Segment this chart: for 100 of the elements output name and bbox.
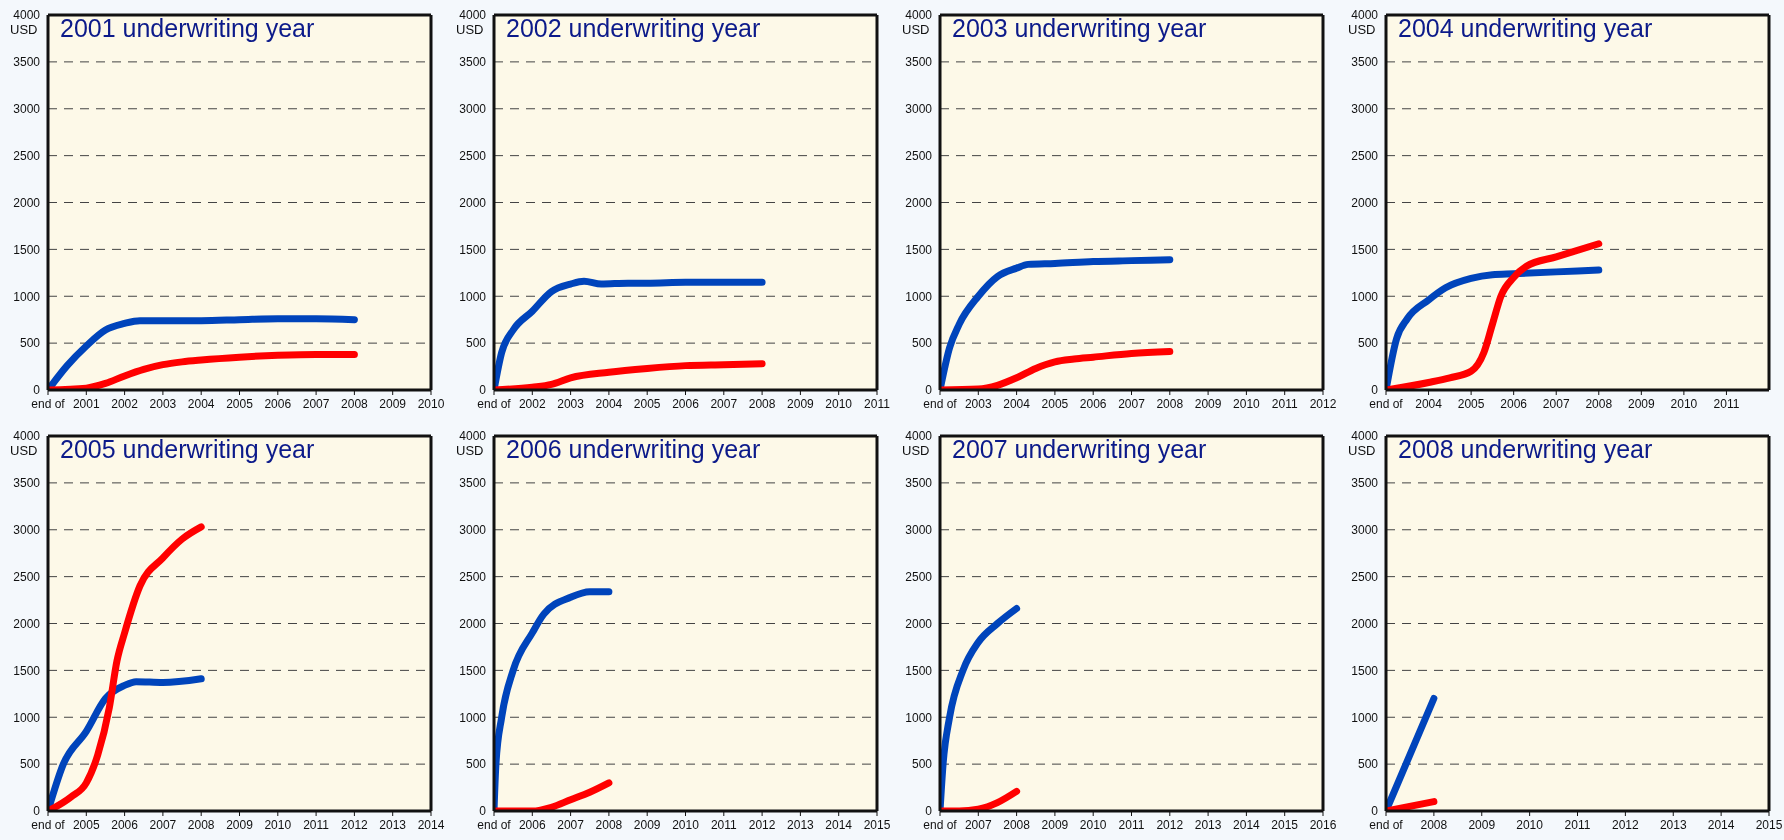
x-tick-label: 2015 bbox=[1271, 817, 1299, 832]
x-tick-label: 2007 bbox=[302, 396, 330, 411]
y-tick-label: 3000 bbox=[13, 523, 41, 538]
y-tick-label: 500 bbox=[19, 336, 41, 351]
y-tick-label: 1000 bbox=[1351, 710, 1379, 725]
x-tick-label: 2010 bbox=[417, 396, 445, 411]
y-tick-label: 2500 bbox=[13, 569, 41, 584]
x-tick-label: 2002 bbox=[111, 396, 139, 411]
x-tick-label: 2011 bbox=[864, 396, 891, 411]
x-tick-label: 2014 bbox=[1233, 817, 1261, 832]
y-tick-label: 2500 bbox=[459, 148, 487, 163]
x-tick-label: 2006 bbox=[1079, 396, 1107, 411]
x-tick-label: 2012 bbox=[748, 817, 776, 832]
y-axis-title: USD bbox=[456, 443, 484, 458]
y-tick-label: 3500 bbox=[905, 55, 933, 70]
y-tick-label: 2000 bbox=[905, 195, 933, 210]
y-tick-label: 3000 bbox=[1351, 102, 1379, 117]
y-tick-label: 3000 bbox=[13, 102, 41, 117]
y-axis-title: USD bbox=[902, 22, 930, 37]
y-tick-label: 500 bbox=[911, 757, 933, 772]
chart-title: 2003 underwriting year bbox=[952, 14, 1207, 43]
x-tick-label: 2010 bbox=[264, 817, 292, 832]
y-tick-label: 3000 bbox=[905, 523, 933, 538]
y-tick-label: 0 bbox=[33, 804, 41, 819]
x-tick-label: 2013 bbox=[379, 817, 407, 832]
x-tick-label: 2009 bbox=[1627, 396, 1655, 411]
y-tick-label: 1000 bbox=[1351, 289, 1379, 304]
y-tick-label: 2500 bbox=[13, 148, 41, 163]
chart-title: 2001 underwriting year bbox=[60, 14, 315, 43]
x-tick-label: 2008 bbox=[1003, 817, 1031, 832]
x-tick-label: end of bbox=[923, 817, 958, 832]
y-axis-title: USD bbox=[456, 22, 484, 37]
x-tick-label: 2012 bbox=[1309, 396, 1337, 411]
x-tick-label: 2005 bbox=[72, 817, 100, 832]
y-tick-label: 4000 bbox=[459, 429, 487, 444]
y-tick-label: 3500 bbox=[905, 476, 933, 491]
y-tick-label: 2000 bbox=[1351, 195, 1379, 210]
x-tick-label: 2002 bbox=[518, 396, 546, 411]
x-tick-label: 2009 bbox=[633, 817, 661, 832]
x-tick-label: 2005 bbox=[1041, 396, 1069, 411]
x-tick-label: 2016 bbox=[1309, 817, 1337, 832]
x-tick-label: 2013 bbox=[1659, 817, 1687, 832]
y-axis-title: USD bbox=[902, 443, 930, 458]
y-tick-label: 1000 bbox=[13, 710, 41, 725]
x-tick-label: 2008 bbox=[341, 396, 369, 411]
chart-title: 2004 underwriting year bbox=[1398, 14, 1653, 43]
y-tick-label: 0 bbox=[1371, 383, 1379, 398]
y-tick-label: 4000 bbox=[1351, 429, 1379, 444]
x-tick-label: 2011 bbox=[303, 817, 330, 832]
y-tick-label: 0 bbox=[479, 804, 487, 819]
x-tick-label: 2008 bbox=[187, 817, 215, 832]
x-tick-label: 2003 bbox=[557, 396, 585, 411]
x-tick-label: 2004 bbox=[187, 396, 215, 411]
y-tick-label: 3000 bbox=[459, 523, 487, 538]
x-tick-label: 2011 bbox=[1564, 817, 1591, 832]
x-tick-label: 2009 bbox=[1041, 817, 1069, 832]
x-tick-label: 2012 bbox=[1156, 817, 1184, 832]
y-tick-label: 1500 bbox=[459, 663, 487, 678]
x-tick-label: 2007 bbox=[557, 817, 585, 832]
y-tick-label: 500 bbox=[19, 757, 41, 772]
x-tick-label: 2006 bbox=[1500, 396, 1528, 411]
x-tick-label: 2008 bbox=[1420, 817, 1448, 832]
x-tick-label: 2014 bbox=[1707, 817, 1735, 832]
x-tick-label: 2010 bbox=[1079, 817, 1107, 832]
y-tick-label: 3000 bbox=[905, 102, 933, 117]
x-tick-label: 2009 bbox=[787, 396, 815, 411]
x-tick-label: 2012 bbox=[1612, 817, 1640, 832]
y-axis-title: USD bbox=[10, 443, 38, 458]
x-tick-label: 2007 bbox=[1118, 396, 1146, 411]
x-tick-label: 2007 bbox=[964, 817, 992, 832]
x-tick-label: 2007 bbox=[149, 817, 177, 832]
y-tick-label: 500 bbox=[911, 336, 933, 351]
y-tick-label: 1500 bbox=[13, 242, 41, 257]
x-tick-label: 2003 bbox=[149, 396, 177, 411]
x-tick-label: 2014 bbox=[825, 817, 853, 832]
y-axis-title: USD bbox=[1348, 443, 1376, 458]
y-tick-label: 3500 bbox=[1351, 476, 1379, 491]
y-tick-label: 2500 bbox=[905, 148, 933, 163]
y-tick-label: 1000 bbox=[905, 289, 933, 304]
x-tick-label: 2009 bbox=[1468, 817, 1496, 832]
x-tick-label: 2008 bbox=[595, 817, 623, 832]
y-tick-label: 500 bbox=[1357, 336, 1379, 351]
y-tick-label: 2500 bbox=[1351, 148, 1379, 163]
x-tick-label: 2011 bbox=[1271, 396, 1298, 411]
y-tick-label: 2000 bbox=[1351, 616, 1379, 631]
y-tick-label: 500 bbox=[465, 336, 487, 351]
y-tick-label: 4000 bbox=[13, 429, 41, 444]
x-tick-label: 2012 bbox=[341, 817, 369, 832]
x-tick-label: 2010 bbox=[825, 396, 853, 411]
x-tick-label: 2015 bbox=[1755, 817, 1783, 832]
x-tick-label: 2003 bbox=[964, 396, 992, 411]
x-tick-label: 2007 bbox=[710, 396, 738, 411]
x-tick-label: 2004 bbox=[1415, 396, 1443, 411]
y-tick-label: 3500 bbox=[459, 55, 487, 70]
y-tick-label: 3500 bbox=[13, 476, 41, 491]
x-tick-label: 2008 bbox=[1156, 396, 1184, 411]
y-tick-label: 2000 bbox=[13, 195, 41, 210]
chart-title: 2002 underwriting year bbox=[506, 14, 761, 43]
x-tick-label: 2001 bbox=[72, 396, 100, 411]
x-tick-label: 2005 bbox=[226, 396, 254, 411]
